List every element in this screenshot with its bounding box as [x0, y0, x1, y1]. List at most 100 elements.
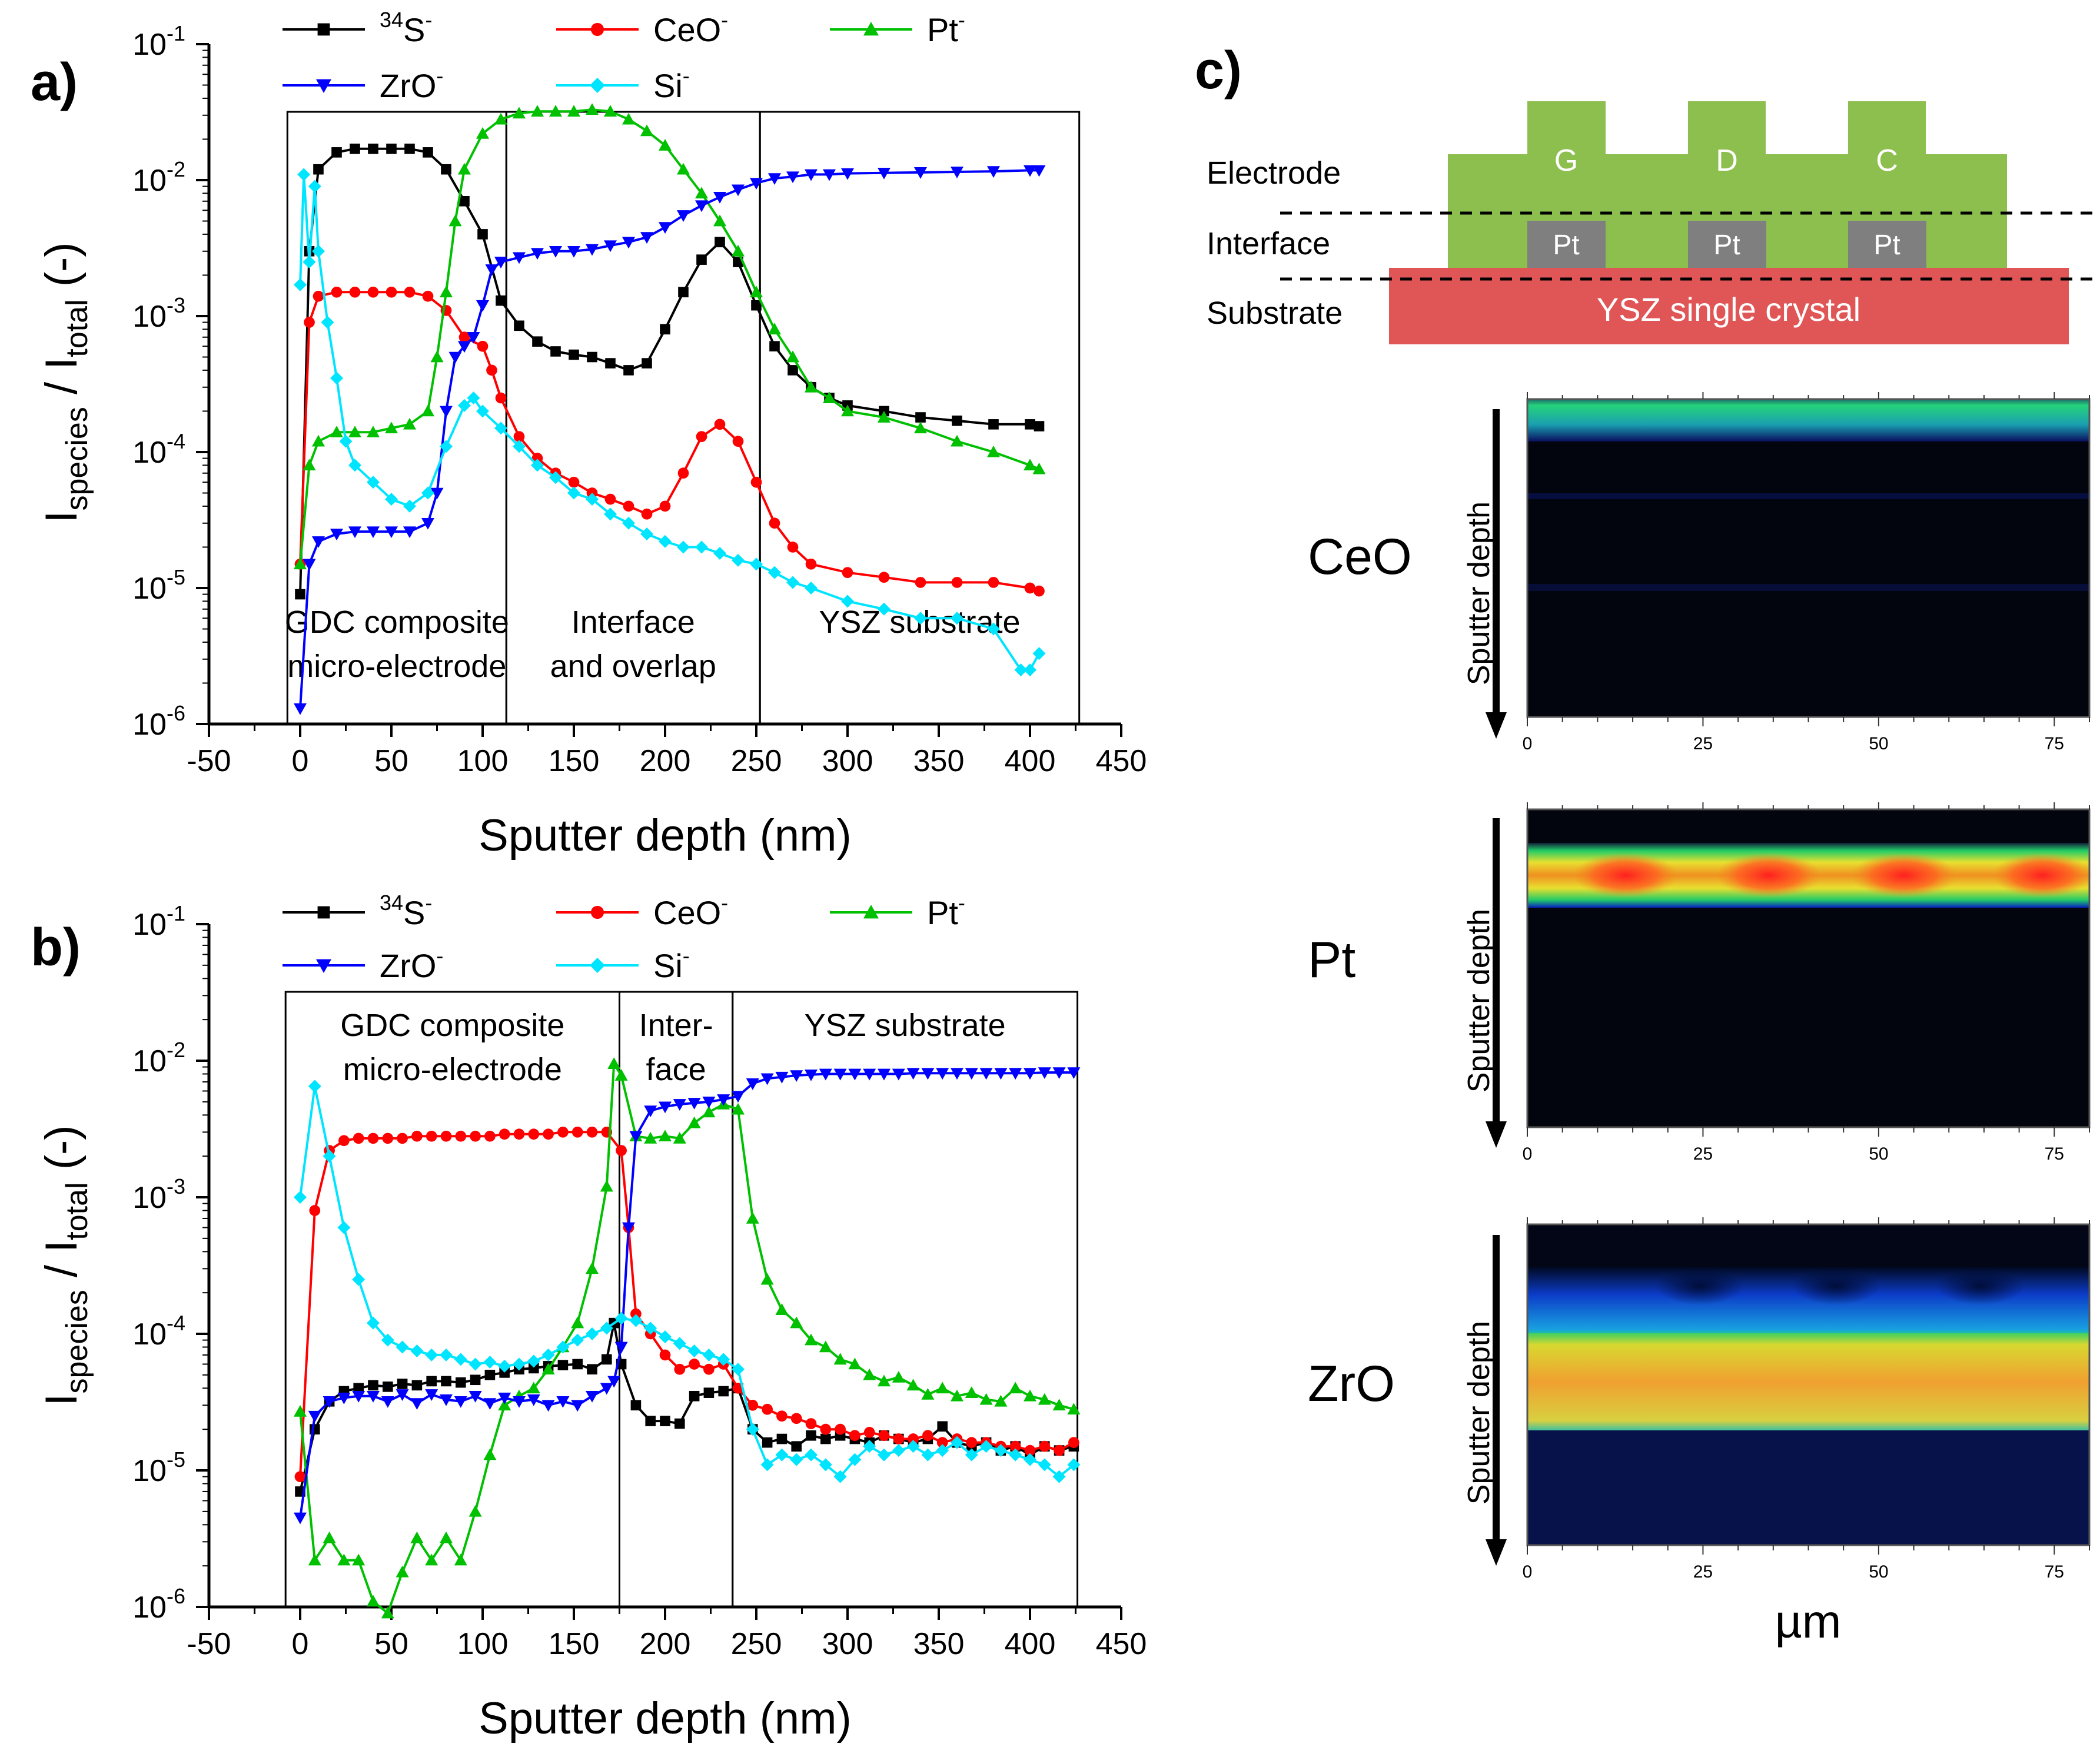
- marker-diamond: [713, 547, 726, 560]
- marker-triangle-up: [713, 214, 726, 227]
- marker-triangle-down: [1052, 1067, 1066, 1079]
- legend-label: ZrO-: [380, 944, 443, 984]
- marker-triangle-down: [308, 1410, 321, 1423]
- marker-triangle-down: [819, 1068, 832, 1081]
- layer-label-electrode: Electrode: [1207, 155, 1341, 191]
- marker-circle: [338, 1135, 350, 1147]
- marker-circle: [571, 1126, 583, 1138]
- marker-triangle-up: [1024, 1389, 1036, 1402]
- legend-label: CeO-: [653, 891, 728, 931]
- marker-diamond: [848, 1453, 862, 1466]
- marker-square: [313, 164, 324, 175]
- marker-circle: [863, 1426, 875, 1438]
- marker-circle: [762, 1403, 773, 1415]
- marker-circle: [988, 577, 999, 588]
- marker-circle: [294, 1471, 306, 1482]
- marker-circle: [513, 1128, 525, 1140]
- x-tick-label: -50: [187, 744, 231, 778]
- marker-triangle-down: [1032, 165, 1046, 177]
- marker-circle: [893, 1433, 905, 1444]
- marker-diamond: [294, 1191, 307, 1204]
- marker-circle: [878, 572, 890, 583]
- marker-square: [557, 1360, 569, 1370]
- marker-triangle-down: [586, 1390, 599, 1403]
- marker-triangle-up: [746, 1211, 759, 1224]
- marker-triangle-down: [448, 351, 462, 364]
- marker-square: [317, 23, 330, 36]
- marker-triangle-down: [498, 1392, 511, 1404]
- marker-circle: [422, 290, 434, 302]
- marker-circle: [714, 419, 726, 430]
- marker-triangle-up: [914, 421, 927, 434]
- marker-triangle-up: [979, 1393, 993, 1405]
- marker-triangle-up: [1032, 462, 1046, 474]
- marker-square: [915, 412, 926, 423]
- marker-square: [532, 336, 543, 347]
- marker-triangle-down: [659, 222, 672, 234]
- marker-triangle-up: [987, 446, 1000, 457]
- marker-diamond: [979, 1440, 993, 1453]
- marker-triangle-down: [878, 1068, 890, 1081]
- x-tick-label: 0: [292, 1627, 309, 1661]
- pt-block-1: [1527, 221, 1606, 268]
- marker-triangle-up: [965, 1386, 978, 1398]
- marker-circle: [331, 286, 343, 298]
- x-axis-label: Sputter depth (nm): [479, 1693, 852, 1744]
- marker-diamond: [863, 1440, 876, 1453]
- legend-label: 34S-: [380, 8, 432, 48]
- marker-triangle-down: [312, 536, 325, 548]
- marker-triangle-up: [732, 244, 745, 257]
- marker-triangle-down: [476, 300, 489, 312]
- marker-triangle-down: [750, 178, 763, 190]
- marker-diamond: [352, 1273, 365, 1286]
- panel-b-label: b): [31, 918, 81, 977]
- marker-square: [791, 1441, 802, 1452]
- legend-label: 34S-: [380, 891, 432, 931]
- marker-triangle-down: [385, 526, 398, 539]
- marker-triangle-up: [1052, 1399, 1066, 1411]
- y-axis-label: Ispecies / Itotal (-): [36, 1125, 94, 1406]
- marker-triangle-down: [454, 1396, 467, 1408]
- pt-block-3: [1848, 221, 1926, 268]
- marker-diamond: [337, 1221, 351, 1234]
- marker-square: [703, 1387, 715, 1398]
- marker-triangle-down: [330, 529, 343, 541]
- marker-triangle-down: [695, 200, 708, 212]
- marker-circle: [677, 467, 689, 479]
- marker-triangle-up: [468, 1505, 482, 1517]
- marker-diamond: [987, 622, 1000, 636]
- marker-circle: [936, 1437, 948, 1448]
- marker-circle: [1068, 1437, 1079, 1448]
- marker-triangle-down: [1024, 1068, 1036, 1080]
- marker-square: [386, 143, 397, 154]
- series-Si-: [294, 1080, 1081, 1483]
- marker-square: [477, 229, 488, 240]
- marker-diamond: [841, 595, 854, 608]
- marker-square: [602, 1354, 612, 1365]
- marker-square: [404, 143, 415, 154]
- marker-circle: [557, 1126, 569, 1138]
- marker-diamond: [458, 399, 471, 412]
- map-tick-label: 0: [1523, 1562, 1533, 1582]
- marker-triangle-up: [863, 1368, 876, 1380]
- marker-circle: [922, 1430, 933, 1442]
- marker-diamond: [629, 1314, 643, 1327]
- electrode-label-d: D: [1716, 144, 1738, 178]
- x-tick-label: 350: [913, 1627, 965, 1661]
- y-tick-label: 10-4: [132, 1311, 185, 1351]
- region-box: [759, 111, 1081, 725]
- marker-triangle-down: [760, 1073, 774, 1085]
- panel-a-label: a): [31, 53, 78, 112]
- marker-square: [718, 1386, 729, 1397]
- marker-triangle-up: [833, 1353, 847, 1365]
- map-zro-dark-spot-2: [1792, 1267, 1880, 1305]
- marker-square: [645, 1416, 656, 1426]
- marker-diamond: [1032, 647, 1046, 660]
- marker-square: [715, 237, 725, 248]
- marker-diamond: [531, 459, 544, 472]
- marker-square: [751, 300, 762, 311]
- region-label-line1: GDC composite: [285, 605, 509, 640]
- marker-triangle-down: [768, 173, 781, 185]
- marker-square: [696, 254, 707, 265]
- marker-triangle-up: [367, 426, 380, 438]
